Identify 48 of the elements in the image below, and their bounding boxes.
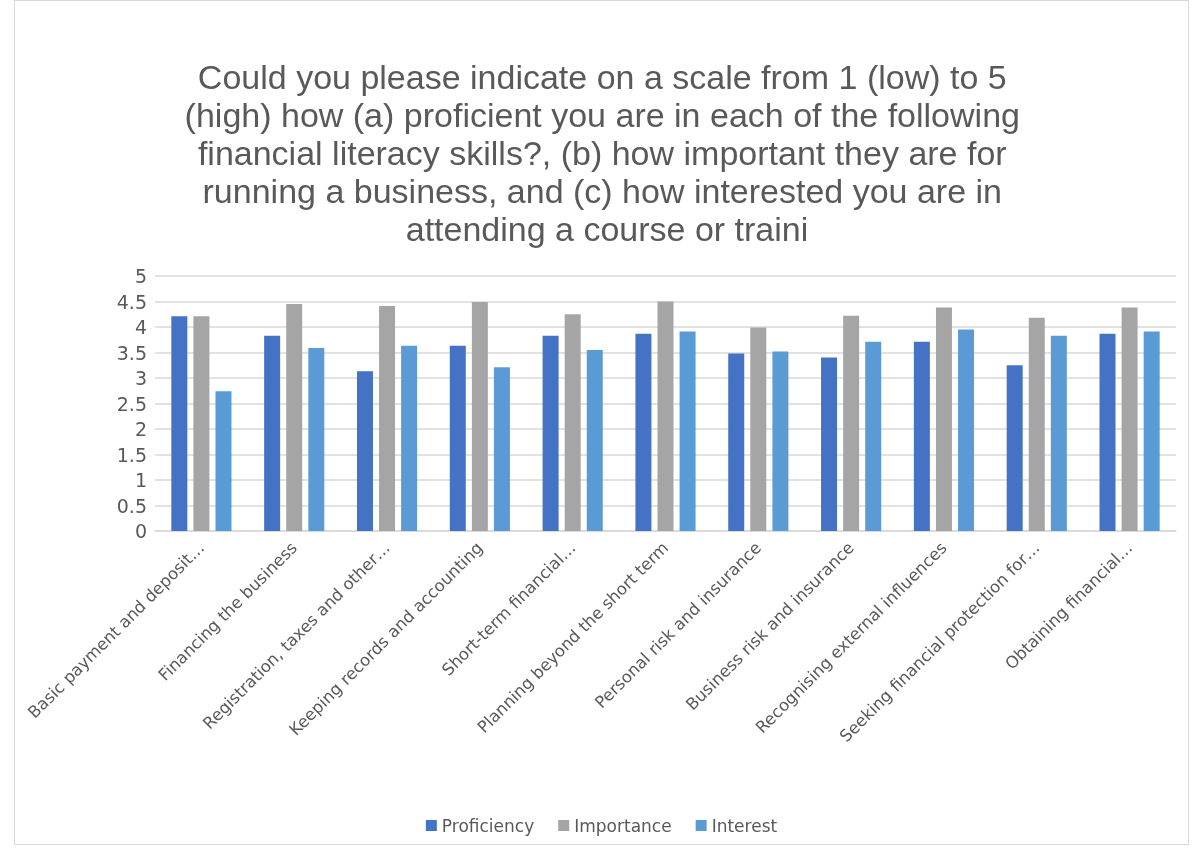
y-tick-label: 1 [134,469,147,491]
bar [401,345,418,531]
y-tick-label: 0 [134,520,147,542]
chart-title: Could you please indicate on a scale from 1 (low) to 5 (high) how (a) proficient you are in each of the following financial literacy skills?, (b) how important they are for running a business, and (c) how interested you are in attending a course or traini [184,58,1030,248]
bar [379,306,396,531]
y-tick-label: 3.5 [116,341,147,364]
y-tick-label: 5 [134,265,147,287]
bar [356,371,373,531]
bar [635,333,652,531]
bar [1121,307,1138,531]
legend-label: Interest [711,815,778,836]
bar [913,341,930,531]
bar [286,304,303,531]
bar [542,335,559,531]
bar [1050,335,1067,531]
bar [657,301,674,531]
bar [1143,331,1160,531]
y-tick-label: 4.5 [116,290,147,313]
bar [1099,333,1116,531]
y-tick-label: 1.5 [116,443,147,466]
bar [750,327,767,531]
bar [471,302,488,531]
bar [843,315,860,531]
bar [935,307,952,531]
bar [564,314,581,531]
bar [1028,317,1045,531]
bar [493,367,510,531]
bar [264,335,281,531]
legend-label: Importance [574,815,672,836]
bar [728,353,745,531]
bar [308,347,325,531]
y-tick-label: 2 [134,418,147,440]
bar [215,391,232,531]
bar [772,351,789,531]
y-tick-label: 0.5 [116,494,147,517]
y-tick-label: 4 [134,316,147,338]
bar [958,329,975,531]
bar [1006,365,1023,531]
bar [679,331,696,531]
bar [865,341,882,531]
bar [171,316,188,531]
y-tick-label: 2.5 [116,392,147,415]
bar [193,316,210,531]
bar [821,357,838,531]
bar [449,345,466,531]
y-tick-label: 3 [134,367,147,389]
legend-label: Proficiency [441,815,535,836]
bar [586,349,603,531]
